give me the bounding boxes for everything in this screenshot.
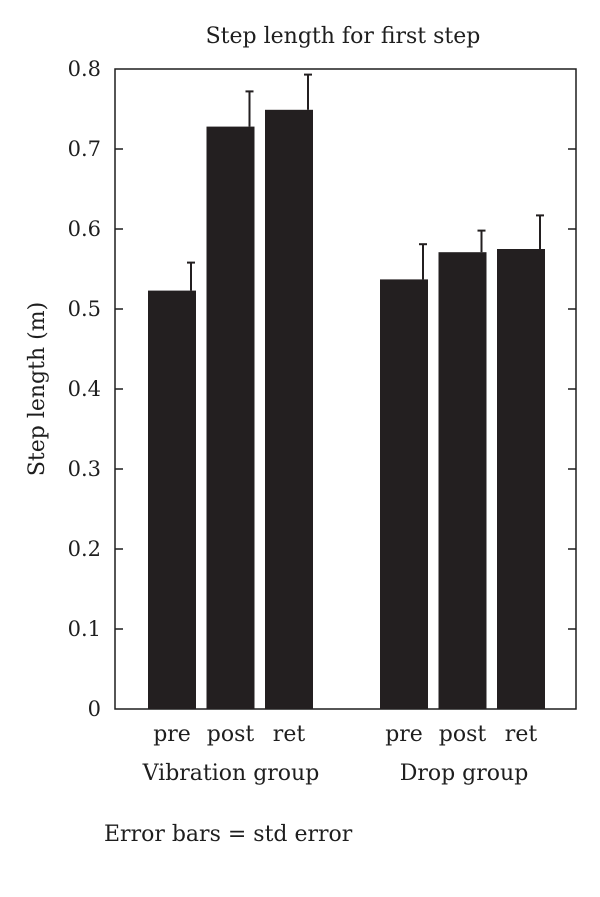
bar-drop-ret [497, 249, 545, 709]
y-tick-label: 0.3 [68, 457, 101, 481]
x-tick-label: post [207, 722, 255, 747]
y-tick-label: 0.8 [68, 57, 101, 81]
group-label: Drop group [400, 761, 529, 786]
y-tick-label: 0.2 [68, 537, 101, 561]
y-axis-label: Step length (m) [25, 302, 50, 476]
bar-drop-pre [380, 279, 428, 709]
x-tick-label: pre [385, 722, 423, 747]
chart-title: Step length for first step [206, 24, 481, 49]
x-tick-label: ret [505, 722, 538, 747]
y-tick-label: 0 [88, 697, 101, 721]
group-label: Vibration group [142, 761, 320, 786]
y-tick-label: 0.1 [68, 617, 101, 641]
error-bars-layer [187, 73, 544, 291]
y-tick-label: 0.4 [68, 377, 101, 401]
bar-drop-post [438, 252, 487, 709]
bar-vibration-post [206, 126, 255, 710]
bars-layer [148, 109, 545, 710]
x-tick-label: pre [153, 722, 191, 747]
bar-vibration-pre [148, 290, 196, 709]
error-bars-note: Error bars = std error [104, 822, 353, 847]
x-tick-label: ret [273, 722, 306, 747]
y-axis: 0 0.1 0.2 0.3 0.4 0.5 0.6 0.7 0.8 [68, 57, 576, 721]
y-tick-label: 0.6 [68, 217, 101, 241]
y-tick-label: 0.5 [68, 297, 101, 321]
bar-vibration-ret [265, 109, 313, 710]
y-tick-label: 0.7 [68, 137, 101, 161]
x-tick-label: post [439, 722, 487, 747]
